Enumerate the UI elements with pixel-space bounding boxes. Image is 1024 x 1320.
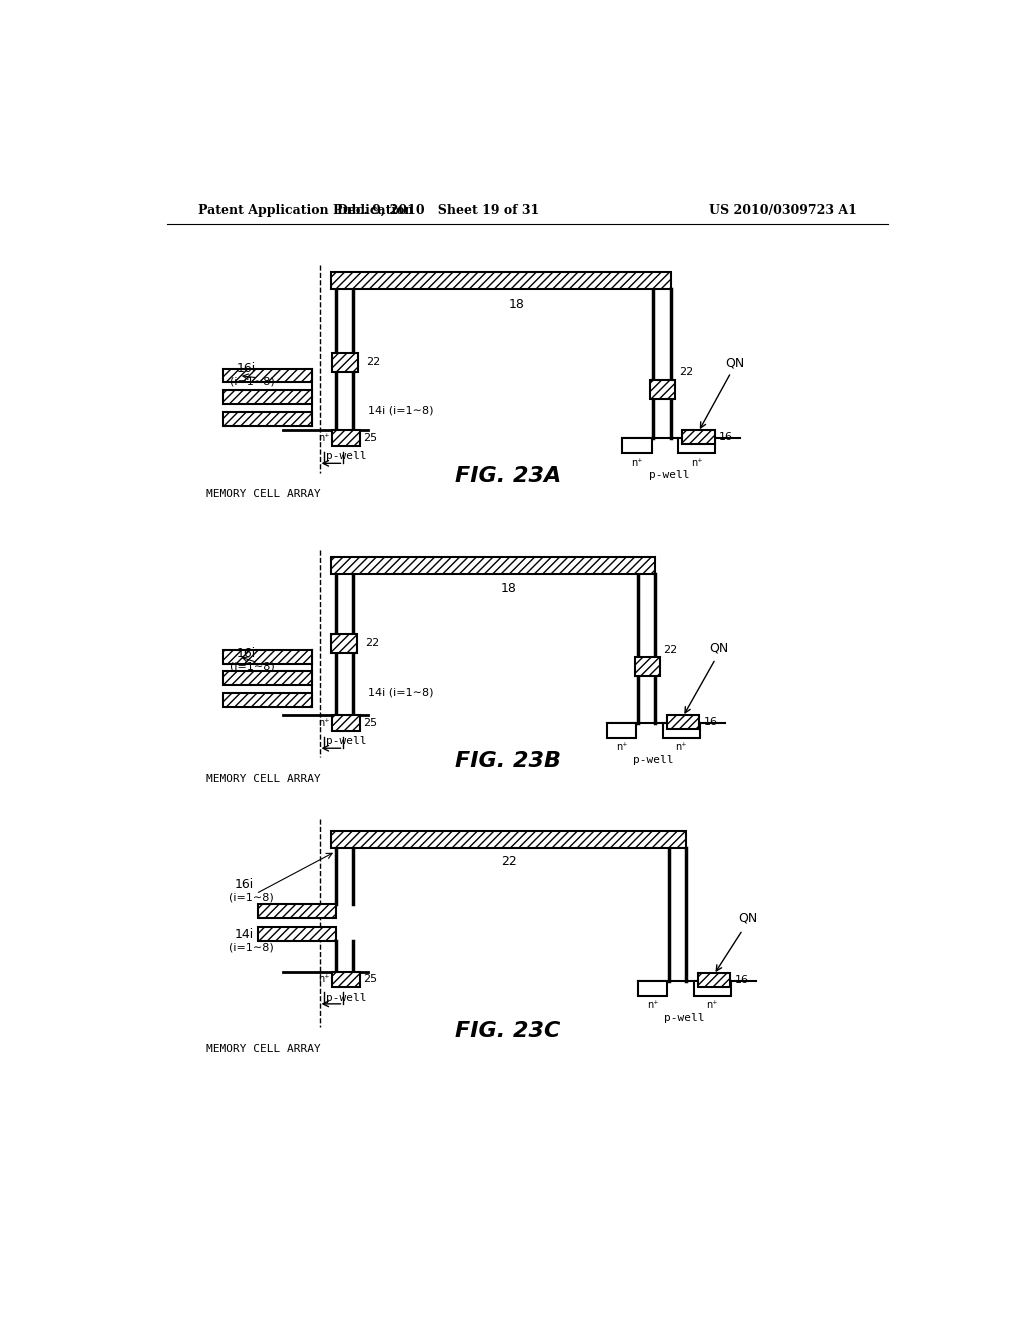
- Bar: [332, 972, 359, 987]
- Text: (i=1∼8): (i=1∼8): [230, 661, 275, 672]
- Text: 16: 16: [703, 717, 718, 727]
- Text: QN: QN: [725, 356, 744, 370]
- Text: 22: 22: [366, 358, 380, 367]
- Bar: [223, 649, 312, 664]
- Bar: [663, 723, 700, 738]
- Text: 22: 22: [501, 855, 516, 869]
- Bar: [331, 635, 357, 653]
- Bar: [223, 693, 312, 706]
- Text: 25: 25: [364, 974, 378, 985]
- Bar: [693, 981, 731, 997]
- Text: 14i (i=1∼8): 14i (i=1∼8): [369, 407, 434, 416]
- Bar: [332, 430, 359, 446]
- Text: 25: 25: [364, 718, 378, 727]
- Text: FIG. 23A: FIG. 23A: [455, 466, 561, 486]
- Text: FIG. 23C: FIG. 23C: [455, 1020, 560, 1040]
- Bar: [223, 391, 312, 404]
- Text: Patent Application Publication: Patent Application Publication: [198, 205, 414, 218]
- Text: n⁺: n⁺: [318, 433, 330, 444]
- Text: p-well: p-well: [326, 737, 366, 746]
- Bar: [258, 904, 336, 917]
- Text: QN: QN: [710, 642, 728, 655]
- Text: 18: 18: [508, 298, 524, 312]
- Text: p-well: p-well: [648, 470, 689, 480]
- Text: 16i: 16i: [237, 362, 256, 375]
- Bar: [332, 715, 359, 730]
- Bar: [332, 354, 358, 372]
- Bar: [223, 412, 312, 425]
- Text: QN: QN: [738, 911, 758, 924]
- Text: 14i: 14i: [234, 928, 254, 941]
- Text: n⁺: n⁺: [647, 1001, 658, 1010]
- Text: US 2010/0309723 A1: US 2010/0309723 A1: [709, 205, 856, 218]
- Text: 22: 22: [366, 639, 380, 648]
- Bar: [331, 830, 686, 847]
- Text: (i=1∼8): (i=1∼8): [228, 942, 273, 953]
- Text: 16i: 16i: [234, 878, 254, 891]
- Text: p-well: p-well: [326, 993, 366, 1003]
- Text: n⁺: n⁺: [615, 742, 628, 752]
- Text: 22: 22: [664, 644, 678, 655]
- Text: MEMORY CELL ARRAY: MEMORY CELL ARRAY: [206, 490, 321, 499]
- Text: 16i: 16i: [237, 647, 256, 660]
- Text: 14i (i=1∼8): 14i (i=1∼8): [369, 686, 434, 697]
- Text: (i=1∼8): (i=1∼8): [228, 892, 273, 903]
- Bar: [331, 272, 671, 289]
- Text: Dec. 9, 2010   Sheet 19 of 31: Dec. 9, 2010 Sheet 19 of 31: [337, 205, 539, 218]
- Text: n⁺: n⁺: [676, 742, 687, 752]
- Bar: [650, 380, 675, 400]
- Bar: [223, 672, 312, 685]
- Text: FIG. 23B: FIG. 23B: [455, 751, 561, 771]
- Bar: [697, 973, 730, 987]
- Text: p-well: p-well: [665, 1012, 705, 1023]
- Text: p-well: p-well: [633, 755, 674, 764]
- Text: p-well: p-well: [326, 451, 366, 462]
- Text: MEMORY CELL ARRAY: MEMORY CELL ARRAY: [206, 1044, 321, 1053]
- Text: (i=1∼8): (i=1∼8): [230, 376, 275, 387]
- Text: 22: 22: [679, 367, 693, 378]
- Text: 18: 18: [501, 582, 516, 594]
- Bar: [638, 981, 668, 997]
- Bar: [678, 438, 716, 453]
- Bar: [223, 368, 312, 383]
- Text: n⁺: n⁺: [318, 718, 330, 727]
- Bar: [623, 438, 652, 453]
- Text: n⁺: n⁺: [691, 458, 702, 467]
- Text: n⁺: n⁺: [632, 458, 643, 467]
- Text: MEMORY CELL ARRAY: MEMORY CELL ARRAY: [206, 774, 321, 784]
- Bar: [331, 557, 655, 574]
- Text: n⁺: n⁺: [707, 1001, 718, 1010]
- Text: n⁺: n⁺: [318, 974, 330, 985]
- Bar: [682, 430, 715, 444]
- Text: 16: 16: [719, 432, 733, 442]
- Bar: [258, 927, 336, 941]
- Bar: [635, 657, 659, 676]
- Bar: [667, 715, 699, 729]
- Text: 25: 25: [364, 433, 378, 444]
- Bar: [607, 723, 636, 738]
- Text: 16: 16: [735, 975, 749, 985]
